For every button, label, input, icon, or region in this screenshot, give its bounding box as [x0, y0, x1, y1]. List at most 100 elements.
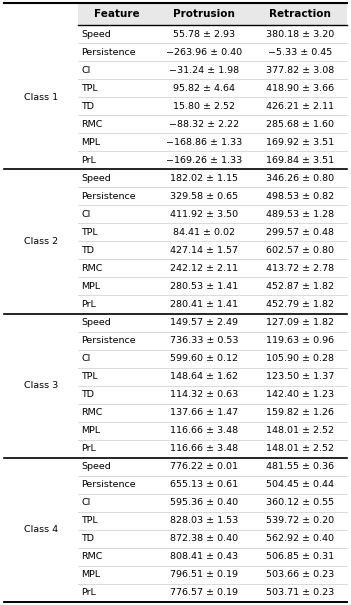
Text: 872.38 ± 0.40: 872.38 ± 0.40 [170, 534, 238, 543]
Text: TPL: TPL [81, 228, 98, 237]
Text: Persistence: Persistence [81, 336, 135, 345]
Text: PrL: PrL [81, 589, 96, 598]
Text: 142.40 ± 1.23: 142.40 ± 1.23 [266, 390, 334, 399]
Text: Class 4: Class 4 [24, 525, 58, 534]
Text: 159.82 ± 1.26: 159.82 ± 1.26 [266, 408, 334, 417]
Text: PrL: PrL [81, 444, 96, 453]
Text: −168.86 ± 1.33: −168.86 ± 1.33 [166, 138, 242, 146]
Text: 55.78 ± 2.93: 55.78 ± 2.93 [173, 30, 235, 39]
Text: 377.82 ± 3.08: 377.82 ± 3.08 [266, 65, 334, 74]
Text: 602.57 ± 0.80: 602.57 ± 0.80 [266, 246, 334, 255]
Text: 413.72 ± 2.78: 413.72 ± 2.78 [266, 264, 334, 273]
Text: 504.45 ± 0.44: 504.45 ± 0.44 [266, 480, 334, 489]
Text: MPL: MPL [81, 426, 100, 435]
Text: Speed: Speed [81, 318, 111, 327]
Text: Class 1: Class 1 [24, 93, 58, 102]
Text: 285.68 ± 1.60: 285.68 ± 1.60 [266, 120, 334, 129]
Text: 380.18 ± 3.20: 380.18 ± 3.20 [266, 30, 334, 39]
Text: 149.57 ± 2.49: 149.57 ± 2.49 [170, 318, 238, 327]
Text: CI: CI [81, 499, 90, 508]
Text: 119.63 ± 0.96: 119.63 ± 0.96 [266, 336, 334, 345]
Text: −31.24 ± 1.98: −31.24 ± 1.98 [169, 65, 239, 74]
Text: TD: TD [81, 246, 94, 255]
Text: CI: CI [81, 354, 90, 363]
Text: 503.71 ± 0.23: 503.71 ± 0.23 [266, 589, 334, 598]
Text: 776.22 ± 0.01: 776.22 ± 0.01 [170, 462, 238, 471]
Text: 562.92 ± 0.40: 562.92 ± 0.40 [266, 534, 334, 543]
Text: Retraction: Retraction [269, 9, 331, 19]
Text: 182.02 ± 1.15: 182.02 ± 1.15 [170, 174, 238, 183]
Text: 148.64 ± 1.62: 148.64 ± 1.62 [170, 372, 238, 381]
Text: RMC: RMC [81, 120, 102, 129]
Text: RMC: RMC [81, 552, 102, 561]
Text: 280.41 ± 1.41: 280.41 ± 1.41 [170, 300, 238, 309]
Text: Speed: Speed [81, 30, 111, 39]
Text: 169.84 ± 3.51: 169.84 ± 3.51 [266, 155, 334, 165]
Text: −88.32 ± 2.22: −88.32 ± 2.22 [169, 120, 239, 129]
Text: CI: CI [81, 65, 90, 74]
Text: 452.79 ± 1.82: 452.79 ± 1.82 [266, 300, 334, 309]
Text: 411.92 ± 3.50: 411.92 ± 3.50 [170, 210, 238, 219]
Text: 539.72 ± 0.20: 539.72 ± 0.20 [266, 516, 334, 525]
Text: TD: TD [81, 390, 94, 399]
Text: 360.12 ± 0.55: 360.12 ± 0.55 [266, 499, 334, 508]
Text: 84.41 ± 0.02: 84.41 ± 0.02 [173, 228, 235, 237]
Text: 481.55 ± 0.36: 481.55 ± 0.36 [266, 462, 334, 471]
Text: 137.66 ± 1.47: 137.66 ± 1.47 [170, 408, 238, 417]
Text: Speed: Speed [81, 174, 111, 183]
Text: 242.12 ± 2.11: 242.12 ± 2.11 [170, 264, 238, 273]
Text: 503.66 ± 0.23: 503.66 ± 0.23 [266, 571, 334, 580]
Text: CI: CI [81, 210, 90, 219]
Text: 105.90 ± 0.28: 105.90 ± 0.28 [266, 354, 334, 363]
Text: TD: TD [81, 102, 94, 111]
Text: 127.09 ± 1.82: 127.09 ± 1.82 [266, 318, 334, 327]
Text: 329.58 ± 0.65: 329.58 ± 0.65 [170, 192, 238, 201]
Text: Persistence: Persistence [81, 192, 135, 201]
Text: MPL: MPL [81, 282, 100, 291]
Text: 15.80 ± 2.52: 15.80 ± 2.52 [173, 102, 235, 111]
Text: 280.53 ± 1.41: 280.53 ± 1.41 [170, 282, 238, 291]
Text: 148.01 ± 2.52: 148.01 ± 2.52 [266, 444, 334, 453]
Text: −5.33 ± 0.45: −5.33 ± 0.45 [268, 48, 332, 56]
Text: PrL: PrL [81, 155, 96, 165]
Text: MPL: MPL [81, 571, 100, 580]
Text: 123.50 ± 1.37: 123.50 ± 1.37 [266, 372, 334, 381]
Text: 299.57 ± 0.48: 299.57 ± 0.48 [266, 228, 334, 237]
Text: 808.41 ± 0.43: 808.41 ± 0.43 [170, 552, 238, 561]
Text: 828.03 ± 1.53: 828.03 ± 1.53 [170, 516, 238, 525]
Text: 599.60 ± 0.12: 599.60 ± 0.12 [170, 354, 238, 363]
Text: 418.90 ± 3.66: 418.90 ± 3.66 [266, 83, 334, 93]
Text: 796.51 ± 0.19: 796.51 ± 0.19 [170, 571, 238, 580]
Text: 169.92 ± 3.51: 169.92 ± 3.51 [266, 138, 334, 146]
Text: Speed: Speed [81, 462, 111, 471]
Text: 655.13 ± 0.61: 655.13 ± 0.61 [170, 480, 238, 489]
Text: TD: TD [81, 534, 94, 543]
Text: PrL: PrL [81, 300, 96, 309]
Text: 148.01 ± 2.52: 148.01 ± 2.52 [266, 426, 334, 435]
Text: 498.53 ± 0.82: 498.53 ± 0.82 [266, 192, 334, 201]
Text: −263.96 ± 0.40: −263.96 ± 0.40 [166, 48, 242, 56]
Text: Protrusion: Protrusion [173, 9, 235, 19]
Text: 116.66 ± 3.48: 116.66 ± 3.48 [170, 444, 238, 453]
Text: Class 3: Class 3 [24, 381, 58, 390]
Text: 776.57 ± 0.19: 776.57 ± 0.19 [170, 589, 238, 598]
Text: TPL: TPL [81, 372, 98, 381]
Text: −169.26 ± 1.33: −169.26 ± 1.33 [166, 155, 242, 165]
Text: Feature: Feature [94, 9, 139, 19]
Text: 116.66 ± 3.48: 116.66 ± 3.48 [170, 426, 238, 435]
Text: Persistence: Persistence [81, 48, 135, 56]
Text: 736.33 ± 0.53: 736.33 ± 0.53 [170, 336, 238, 345]
Text: MPL: MPL [81, 138, 100, 146]
Text: 346.26 ± 0.80: 346.26 ± 0.80 [266, 174, 334, 183]
Text: 506.85 ± 0.31: 506.85 ± 0.31 [266, 552, 334, 561]
Bar [78, 3, 347, 25]
Text: 452.87 ± 1.82: 452.87 ± 1.82 [266, 282, 334, 291]
Text: TPL: TPL [81, 516, 98, 525]
Text: 114.32 ± 0.63: 114.32 ± 0.63 [170, 390, 238, 399]
Text: RMC: RMC [81, 408, 102, 417]
Text: 426.21 ± 2.11: 426.21 ± 2.11 [266, 102, 334, 111]
Text: TPL: TPL [81, 83, 98, 93]
Text: 595.36 ± 0.40: 595.36 ± 0.40 [170, 499, 238, 508]
Text: Class 2: Class 2 [24, 237, 58, 246]
Text: Persistence: Persistence [81, 480, 135, 489]
